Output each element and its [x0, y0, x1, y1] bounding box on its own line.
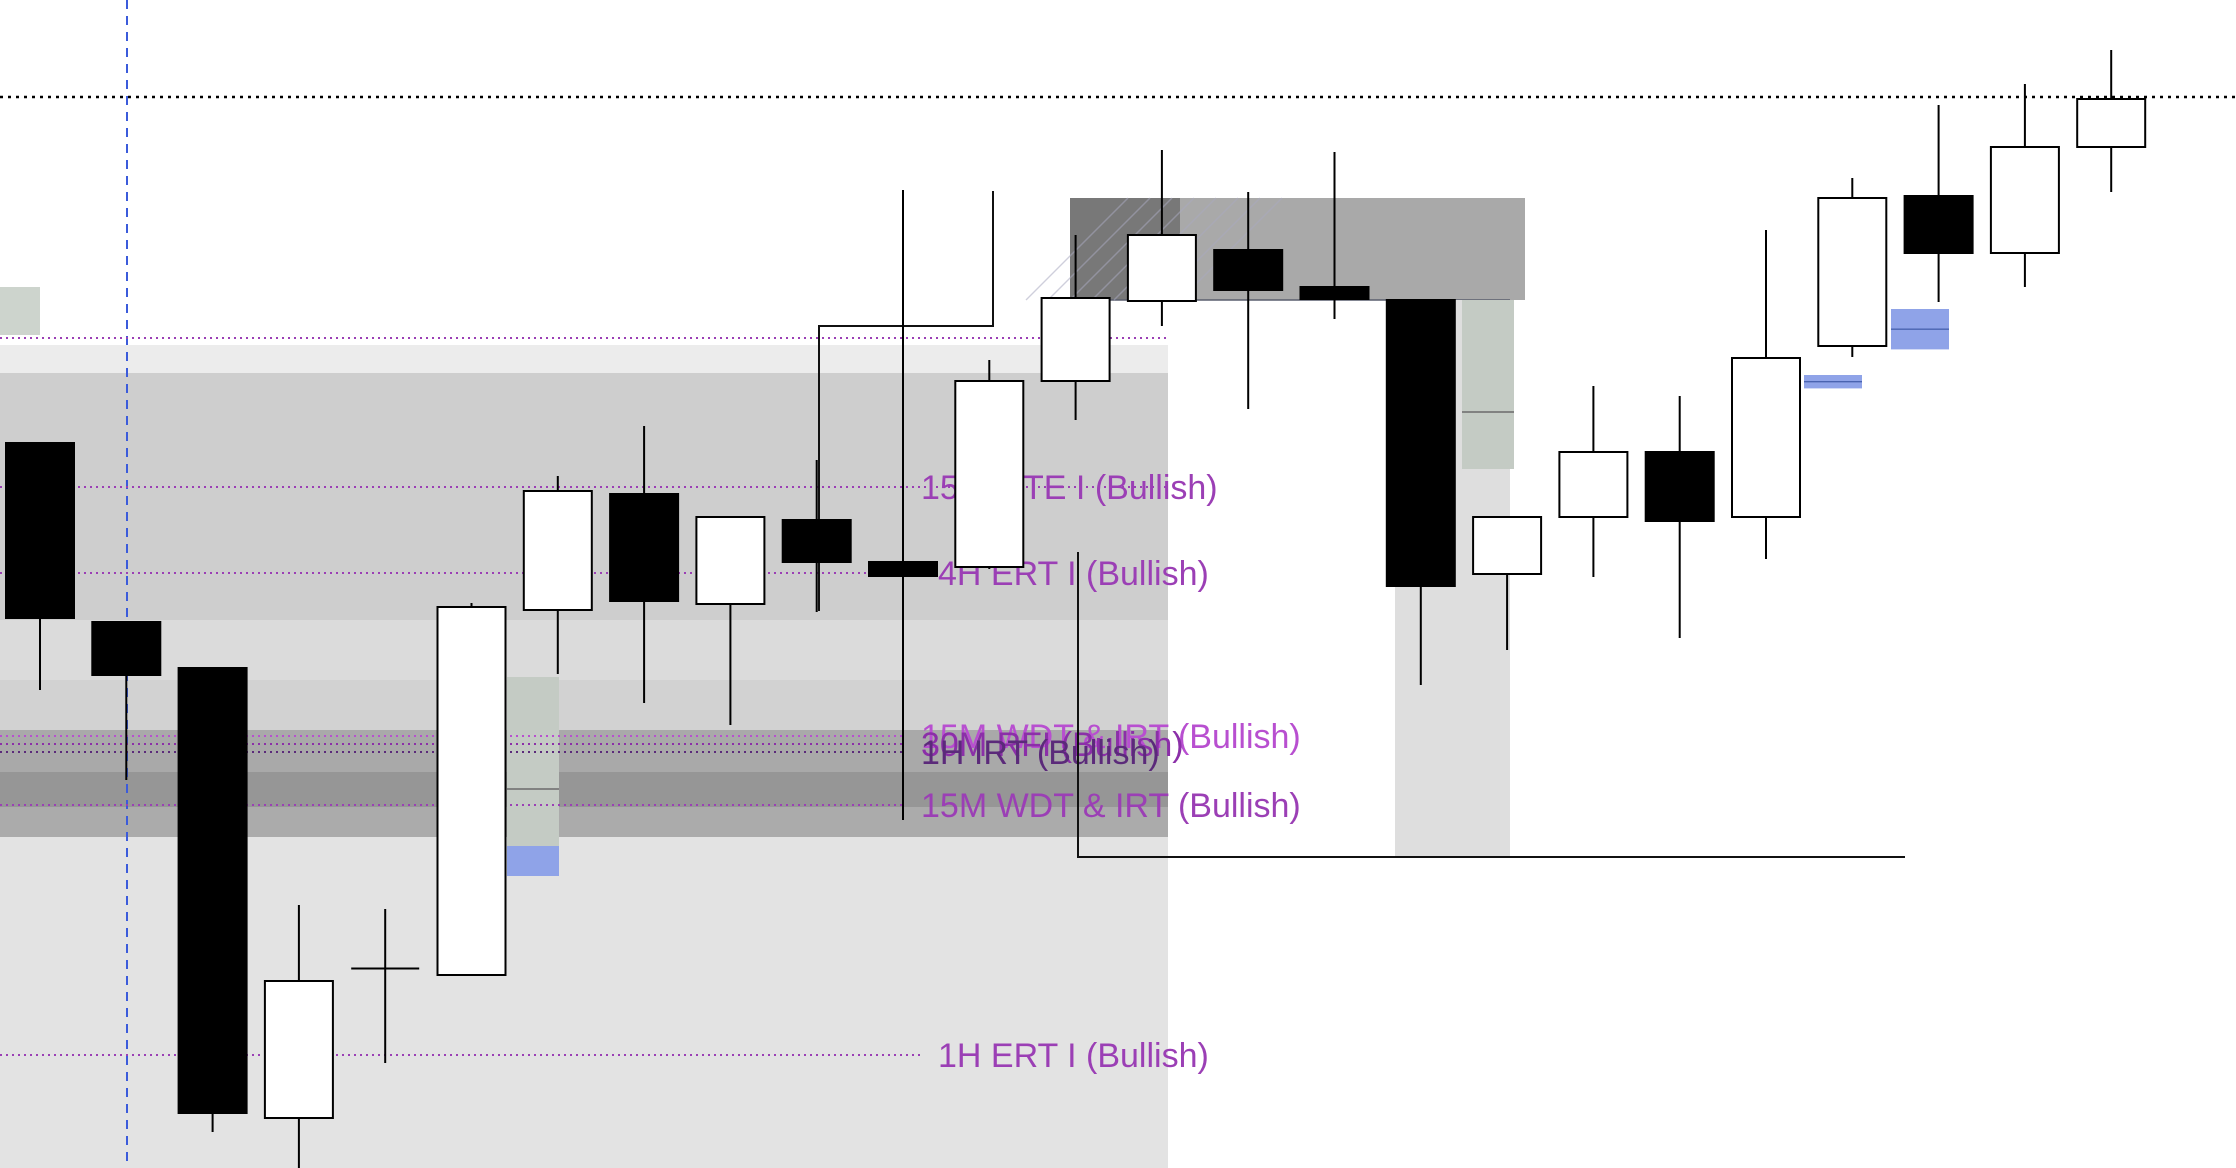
svg-text:15M WDT & IRT (Bullish): 15M WDT & IRT (Bullish)	[921, 787, 1301, 825]
svg-text:1H IRT (Bullish): 1H IRT (Bullish)	[921, 734, 1160, 772]
svg-text:1H ERT I (Bullish): 1H ERT I (Bullish)	[938, 1037, 1209, 1075]
